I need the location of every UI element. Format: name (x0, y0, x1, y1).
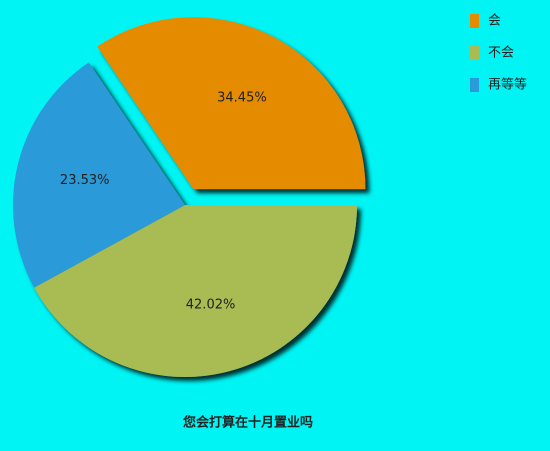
data-label: 42.02% (186, 297, 236, 312)
legend-label: 会 (488, 14, 501, 29)
pie (12, 17, 366, 377)
legend-label: 不会 (488, 46, 514, 61)
pie-slice (34, 205, 357, 377)
pie-slice (12, 62, 185, 288)
data-label: 23.53% (60, 173, 110, 188)
data-label: 34.45% (217, 90, 267, 105)
legend-swatch (470, 78, 479, 92)
pie-slice (97, 17, 366, 190)
legend-swatch (470, 14, 479, 28)
chart-title: 您会打算在十月置业吗 (183, 415, 313, 431)
legend-label: 再等等 (488, 77, 527, 93)
legend-swatch (470, 46, 479, 60)
